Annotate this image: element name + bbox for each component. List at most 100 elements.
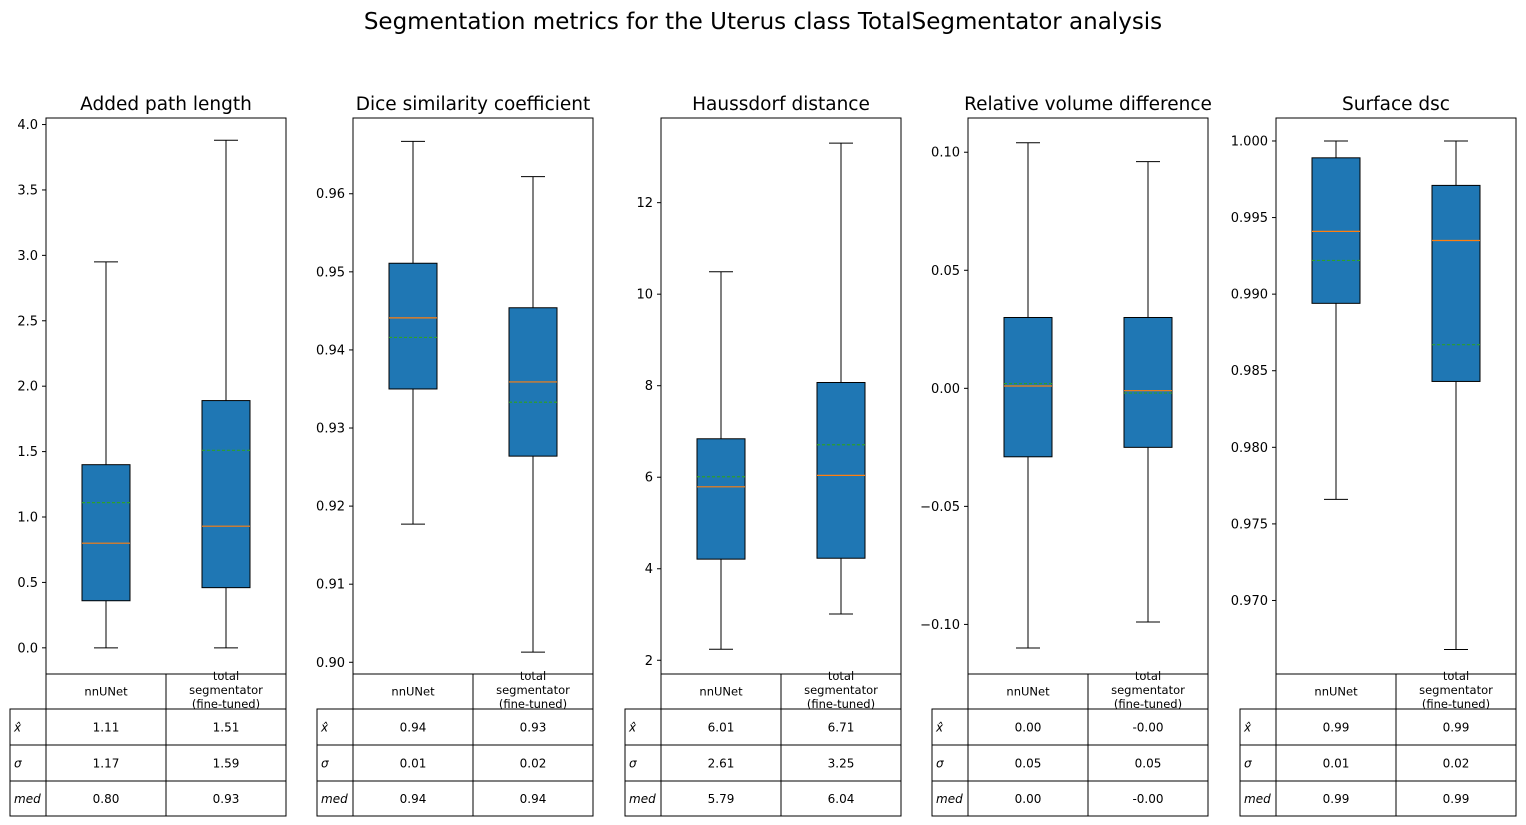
table-cell <box>472 708 594 746</box>
y-tick-label: −0.05 <box>920 500 960 515</box>
table-header-cell <box>780 673 902 710</box>
table-cell <box>472 780 594 817</box>
table-value: 0.99 <box>1443 721 1470 735</box>
box-body <box>1431 184 1481 382</box>
table-row-label: med <box>321 792 348 806</box>
box-totalsegmentator <box>201 139 251 649</box>
table-value: 1.51 <box>213 721 240 735</box>
box-nnunet <box>1311 140 1361 500</box>
table-header-nnunet: nnUNet <box>1314 685 1358 699</box>
table-cell <box>165 744 287 782</box>
table-value: 6.71 <box>828 721 855 735</box>
table-cell <box>660 780 782 817</box>
table-cell <box>780 744 902 782</box>
table-cell <box>1275 708 1397 746</box>
y-tick-label: 0.975 <box>1231 517 1268 532</box>
y-tick-label: 3.0 <box>17 249 38 264</box>
table-header-totalseg: total segmentator (fine-tuned) <box>496 669 570 711</box>
y-tick-label: 10 <box>636 288 653 303</box>
y-tick-label: 0.05 <box>931 264 960 279</box>
box-nnunet <box>81 261 131 649</box>
y-tick-label: −0.10 <box>920 618 960 633</box>
table-value: 3.25 <box>828 757 855 771</box>
y-tick-label: 0.990 <box>1231 288 1268 303</box>
box-body <box>388 262 438 390</box>
table-cell <box>1275 744 1397 782</box>
panels: Added path length 0.0 0.5 1.0 1.5 2.0 2.5 3.0 3.… <box>9 94 1517 817</box>
table-header-nnunet: nnUNet <box>1006 685 1050 699</box>
table-value: 0.00 <box>1015 792 1042 806</box>
table-value: -0.00 <box>1132 792 1163 806</box>
y-tick-label: 0.00 <box>931 382 960 397</box>
table-cell <box>352 744 474 782</box>
table-row-label-cell <box>931 780 969 817</box>
y-tick-label: 4.0 <box>17 118 38 133</box>
box-totalsegmentator <box>1123 161 1173 623</box>
table-value: 0.01 <box>400 757 427 771</box>
table-header-cell <box>660 673 782 710</box>
table-row-label: med <box>1244 792 1271 806</box>
table-header-nnunet: nnUNet <box>699 685 743 699</box>
table-row-label: σ <box>629 757 637 771</box>
table-value: 0.94 <box>400 721 427 735</box>
box-totalsegmentator <box>508 176 558 653</box>
table-value: 0.94 <box>520 792 547 806</box>
y-tick-label: 0.5 <box>17 576 38 591</box>
table-row-label: x̂ <box>935 721 944 735</box>
stats-table: nnUNet total segmentator (fine-tuned) x̂ 1.11… <box>9 669 287 817</box>
table-cell <box>165 780 287 817</box>
table-value: 0.94 <box>400 792 427 806</box>
y-tick-label: 0.970 <box>1231 594 1268 609</box>
panel-title: Relative volume difference <box>964 94 1212 115</box>
table-value: 0.01 <box>1323 757 1350 771</box>
table-value: 0.80 <box>93 792 120 806</box>
box-body <box>81 464 131 602</box>
table-row-label: med <box>14 792 41 806</box>
table-cell <box>660 708 782 746</box>
panel-3: Haussdorf distance 2 4 6 8 10 12 nnUNet total seg… <box>624 94 902 817</box>
table-row-label: σ <box>936 757 944 771</box>
panel-title: Dice similarity coefficient <box>356 94 591 115</box>
table-cell <box>45 708 167 746</box>
y-tick-label: 0.92 <box>316 500 345 515</box>
table-header-cell <box>1395 673 1517 710</box>
y-tick-label: 12 <box>636 196 653 211</box>
y-tick-label: 0.91 <box>316 578 345 593</box>
y-tick-label: 0.96 <box>316 187 345 202</box>
panel-title: Added path length <box>80 94 252 115</box>
table-value: 0.93 <box>213 792 240 806</box>
box-totalsegmentator <box>816 142 866 615</box>
y-tick-label: 0.94 <box>316 343 345 358</box>
box-nnunet <box>1003 142 1053 649</box>
table-value: 0.02 <box>1443 757 1470 771</box>
y-tick-label: 0.980 <box>1231 441 1268 456</box>
table-row-label: σ <box>14 757 22 771</box>
table-cell <box>1395 744 1517 782</box>
y-tick-label: 0.95 <box>316 265 345 280</box>
table-row-label: med <box>629 792 656 806</box>
table-value: 5.79 <box>708 792 735 806</box>
table-value: 6.01 <box>708 721 735 735</box>
box-body <box>201 400 251 589</box>
y-tick-label: 2 <box>645 654 653 669</box>
table-value: 0.02 <box>520 757 547 771</box>
table-row-label: σ <box>321 757 329 771</box>
figure-title: Segmentation metrics for the Uterus clas… <box>364 9 1162 35</box>
y-tick-label: 1.5 <box>17 445 38 460</box>
table-row-label-cell <box>624 780 662 817</box>
box-nnunet <box>388 140 438 525</box>
table-header-cell <box>1087 673 1209 710</box>
y-tick-label: 0.10 <box>931 146 960 161</box>
panel-5: Surface dsc 1.000 0.995 0.990 0.985 0.980 0.97… <box>1231 94 1517 817</box>
stats-table: nnUNet total segmentator (fine-tuned) x̂ 0.99… <box>1239 669 1517 817</box>
table-cell <box>967 744 1089 782</box>
table-cell <box>45 780 167 817</box>
stats-table: nnUNet total segmentator (fine-tuned) x̂ 0.94… <box>316 669 594 817</box>
box-body <box>1311 157 1361 304</box>
y-tick-label: 2.5 <box>17 314 38 329</box>
table-row-label: med <box>936 792 963 806</box>
table-cell <box>1395 780 1517 817</box>
table-header-totalseg: total segmentator (fine-tuned) <box>804 669 878 711</box>
y-tick-label: 0.995 <box>1231 211 1268 226</box>
